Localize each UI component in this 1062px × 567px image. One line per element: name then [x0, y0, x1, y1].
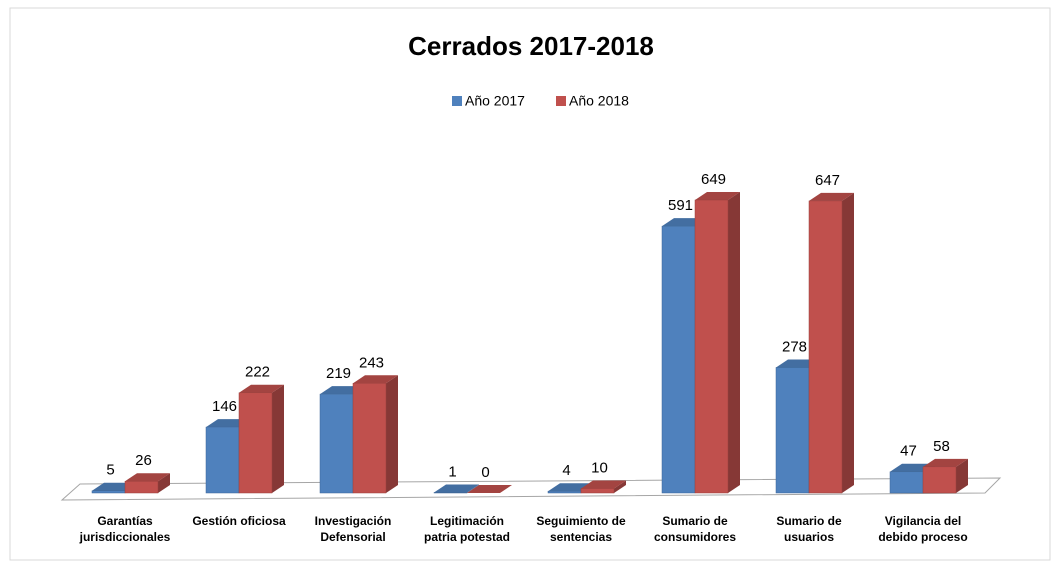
bar [467, 485, 512, 493]
bar-front [238, 392, 273, 494]
bar-side [614, 480, 626, 493]
data-label: 591 [668, 197, 693, 214]
data-label: 47 [900, 443, 917, 460]
bar [352, 375, 398, 494]
bar [580, 480, 626, 494]
bar-top [695, 192, 740, 200]
data-label: 58 [933, 438, 950, 455]
bar-front [889, 471, 924, 494]
bar [433, 484, 479, 494]
bar-side [158, 473, 170, 493]
bar-front [580, 488, 615, 494]
bar-front [661, 225, 696, 494]
legend-swatch [452, 96, 462, 106]
bar-top [467, 485, 512, 493]
bar-front [694, 199, 729, 494]
floor [60, 477, 1002, 501]
bar-front [91, 490, 126, 494]
x-tick-label: Vigilancia del debido proceso [878, 514, 968, 544]
bar-top [125, 473, 170, 482]
bar-side [386, 375, 398, 493]
bar [922, 458, 968, 494]
data-label: 219 [326, 365, 351, 382]
bar-front [547, 490, 582, 494]
x-tick-label: Sumario de consumidores [653, 514, 737, 544]
bar-front [775, 367, 810, 494]
x-tick-label: Seguimiento de sentencias [536, 514, 626, 544]
data-label: 0 [481, 464, 489, 481]
bar-top [434, 484, 479, 493]
bar-front [124, 481, 159, 494]
data-label: 5 [106, 462, 114, 479]
data-label: 649 [701, 171, 726, 188]
chart-frame [9, 7, 1051, 561]
bar [124, 473, 170, 494]
bar-top [239, 384, 284, 393]
bar-front [808, 200, 843, 494]
bar-side [467, 484, 479, 493]
data-label: 647 [815, 172, 840, 189]
bar [238, 384, 284, 494]
legend-label: Año 2017 [465, 93, 525, 109]
x-tick-label: Legitimación patria potestad [423, 514, 510, 544]
x-tick-label: Sumario de usuarios [776, 514, 842, 544]
bar-side [842, 192, 854, 493]
data-label: 10 [591, 459, 608, 476]
bar-front [922, 466, 957, 494]
data-label: 1 [448, 464, 456, 481]
data-label: 4 [562, 462, 570, 479]
x-tick-label: Investigación Defensorial [314, 514, 392, 544]
bar-top [353, 375, 398, 384]
x-tick-label: Gestión oficiosa [192, 514, 286, 528]
chart-title: Cerrados 2017-2018 [408, 31, 654, 61]
bar-front [352, 383, 387, 494]
data-label: 222 [245, 364, 270, 381]
data-label: 146 [212, 398, 237, 415]
legend-label: Año 2018 [569, 93, 629, 109]
bar-side [728, 192, 740, 493]
x-tick-label: Garantías jurisdiccionales [79, 514, 171, 544]
bar-front [205, 426, 240, 494]
bar [808, 192, 854, 494]
legend-swatch [556, 96, 566, 106]
bar-front [319, 393, 354, 494]
bar-side [956, 458, 968, 493]
bar-top [581, 480, 626, 489]
data-label: 26 [135, 452, 152, 469]
bar-side [272, 384, 284, 493]
data-label: 278 [782, 338, 807, 355]
bar-top [923, 458, 968, 467]
data-label: 243 [359, 354, 384, 371]
bar-top [809, 192, 854, 201]
bar [694, 192, 740, 494]
